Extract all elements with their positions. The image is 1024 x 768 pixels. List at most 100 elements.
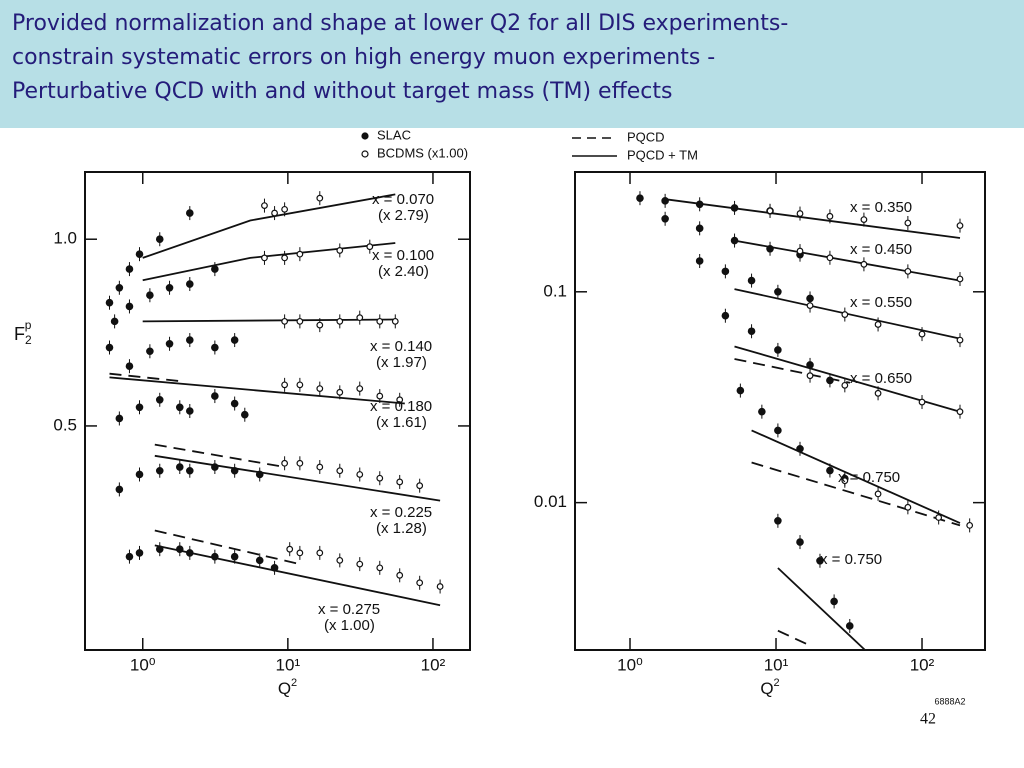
bcdms-point (416, 579, 424, 587)
x-axis-label: Q2 (760, 677, 779, 699)
bin-label: x = 0.750 (820, 551, 882, 568)
title-line: constrain systematic errors on high ener… (12, 45, 715, 70)
bcdms-point (436, 583, 444, 590)
slac-point (125, 362, 134, 370)
figure-id: 6888A2 (934, 696, 965, 706)
slac-point (721, 311, 730, 320)
bcdms-point (296, 250, 304, 258)
bin-label: x = 0.550 (850, 294, 912, 311)
bcdms-point (376, 392, 384, 400)
pqcd-tm-curve (154, 454, 441, 502)
x-tick-label: 10¹ (764, 655, 789, 674)
slac-point (115, 485, 124, 494)
bcdms-point (391, 317, 399, 325)
slac-point (695, 200, 704, 209)
legend-label: PQCD + TM (627, 147, 698, 162)
slac-point (816, 556, 824, 565)
slac-point (721, 267, 730, 276)
slac-point (155, 235, 164, 244)
bcdms-point (766, 207, 774, 215)
pqcd-curve (777, 629, 811, 647)
bcdms-point (316, 194, 324, 202)
slac-point (105, 298, 114, 307)
slac-point (661, 214, 669, 223)
bcdms-point (918, 398, 926, 406)
slac-point (774, 426, 782, 435)
slac-point (115, 414, 124, 423)
bcdms-point (271, 209, 278, 217)
bcdms-point (281, 254, 289, 262)
slac-point (255, 556, 264, 565)
slac-point (747, 276, 756, 285)
bcdms-point (904, 503, 912, 511)
slac-point (155, 545, 164, 553)
bcdms-point (874, 389, 882, 397)
bcdms-point (336, 247, 344, 254)
slac-point (165, 283, 174, 292)
slac-point (185, 336, 194, 344)
slac-point (845, 622, 854, 630)
bcdms-point (366, 243, 374, 251)
bcdms-point (281, 459, 289, 467)
pqcd-curve (751, 461, 961, 527)
x-tick-label: 10⁰ (617, 655, 643, 674)
bcdms-point (296, 381, 304, 389)
slac-point (240, 410, 249, 419)
slac-point (135, 403, 144, 412)
bcdms-point (336, 317, 344, 325)
slac-point (110, 317, 119, 326)
bcdms-point (806, 372, 814, 380)
pqcd-curve (154, 529, 301, 565)
legend-label: SLAC (377, 127, 411, 142)
slac-point (165, 339, 174, 348)
bin-scale: (x 1.28) (376, 520, 427, 537)
pqcd-tm-curve (142, 193, 396, 259)
slac-point (135, 470, 144, 479)
slac-point (125, 265, 134, 273)
bcdms-point (826, 254, 834, 262)
pqcd-curve (154, 443, 285, 468)
pqcd-tm-curve (664, 198, 961, 239)
x-axis-label-sup: 2 (291, 677, 297, 689)
slac-point (766, 244, 774, 253)
legend-marker (361, 150, 369, 158)
y-tick-label: 0.01 (534, 492, 567, 511)
bin-label: x = 0.350 (850, 199, 912, 216)
bcdms-point (281, 317, 289, 325)
bcdms-point (336, 388, 344, 396)
bcdms-point (904, 267, 912, 275)
pqcd-tm-curve (751, 429, 961, 524)
pqcd-tm-curve (142, 242, 396, 282)
slac-point (211, 265, 219, 273)
pqcd-tm-curve (109, 376, 405, 405)
bcdms-point (316, 549, 324, 557)
bcdms-point (918, 330, 926, 338)
slac-point (146, 291, 154, 300)
bin-scale: (x 1.97) (376, 354, 427, 371)
slac-point (155, 466, 164, 475)
legend-label: BCDMS (x1.00) (377, 145, 468, 160)
slac-point (774, 517, 782, 525)
plot-frame (574, 171, 986, 651)
slac-point (695, 224, 704, 233)
x-tick-label: 10² (910, 655, 935, 674)
bcdms-point (261, 202, 268, 210)
bcdms-point (296, 549, 304, 557)
x-axis-label-base: Q (760, 679, 773, 698)
bcdms-point (376, 564, 384, 572)
slac-point (747, 327, 756, 336)
bcdms-point (356, 471, 364, 478)
slac-point (185, 209, 194, 217)
legend-marker (361, 132, 369, 140)
slac-point (636, 194, 644, 202)
bcdms-point (356, 314, 364, 322)
x-tick-label: 10¹ (276, 655, 301, 674)
plot-frame (84, 171, 471, 651)
bcdms-point (316, 321, 324, 329)
bcdms-point (356, 385, 364, 392)
y-tick-label: 0.1 (543, 281, 567, 300)
bcdms-point (956, 275, 964, 283)
slac-point (826, 376, 834, 385)
pqcd-tm-curve (142, 318, 396, 323)
